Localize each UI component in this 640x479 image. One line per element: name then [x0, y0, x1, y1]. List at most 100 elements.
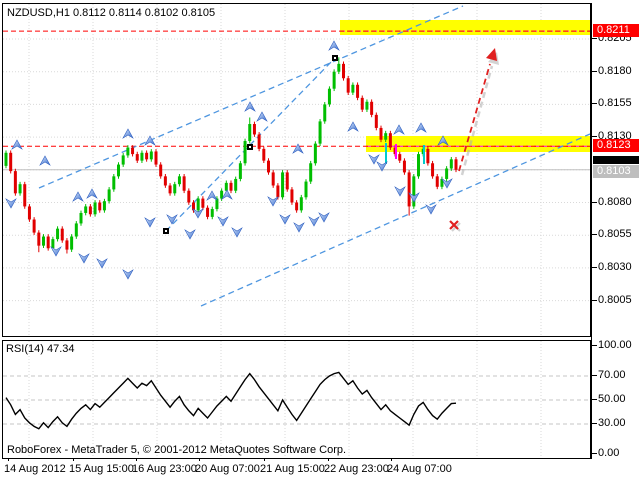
fractal-down-icon — [308, 216, 320, 227]
projection-arrow[interactable] — [458, 48, 499, 176]
fractal-down-icon — [122, 269, 134, 280]
axis-tick — [592, 375, 597, 376]
fractal-arrows — [5, 40, 453, 280]
rsi-tick-label: 50.00 — [598, 393, 626, 405]
time-tick — [328, 458, 329, 461]
x-marker[interactable] — [449, 220, 461, 232]
last-price-box — [593, 156, 639, 165]
time-tick-label: 14 Aug 2012 — [4, 463, 66, 475]
fractal-up-icon — [393, 124, 405, 135]
rsi-grid — [3, 341, 590, 458]
fractal-down-icon — [279, 214, 291, 225]
fractal-down-icon — [166, 214, 178, 225]
candles — [4, 57, 458, 254]
rsi-tick-label: 30.00 — [598, 417, 626, 429]
axis-tick — [592, 399, 597, 400]
fractal-up-icon — [72, 191, 84, 202]
axis-tick — [592, 234, 597, 236]
fractal-down-icon — [441, 178, 453, 189]
time-tick — [73, 458, 74, 461]
fractal-up-icon — [86, 188, 98, 199]
support-zone[interactable] — [366, 136, 590, 152]
main-chart-pane[interactable]: NZDUSD,H1 0.8112 0.8114 0.8102 0.8105 — [2, 3, 591, 337]
price-tick-label: 0.8080 — [598, 195, 632, 208]
axis-tick — [592, 136, 597, 138]
time-tick-label: 20 Aug 07:00 — [195, 463, 260, 475]
doji-bars — [385, 143, 425, 164]
fractal-down-icon — [231, 227, 243, 238]
rsi-tick-label: 100.00 — [598, 339, 632, 351]
fractal-up-icon — [11, 139, 23, 150]
fractal-up-icon — [415, 122, 427, 133]
rsi-indicator-pane[interactable]: RSI(14) 47.34 RoboForex - MetaTrader 5, … — [2, 340, 591, 459]
price-tick-label: 0.8130 — [598, 130, 632, 143]
axis-tick — [592, 70, 597, 72]
price-tick-label: 0.8030 — [598, 260, 632, 273]
fractal-up-icon — [256, 111, 268, 122]
price-axis[interactable]: 0.8205 0.8180 0.8155 0.8130 0.8080 0.8055 0.80… — [591, 0, 640, 479]
rsi-canvas[interactable] — [3, 341, 590, 458]
fractal-up-icon — [206, 190, 218, 201]
rsi-line — [5, 371, 457, 430]
time-tick — [264, 458, 265, 461]
axis-tick — [592, 266, 597, 268]
price-level-box: 0.8211 — [593, 24, 639, 38]
price-tick-label: 0.8005 — [598, 293, 632, 306]
fractal-down-icon — [267, 196, 279, 207]
fractal-up-icon — [437, 135, 449, 146]
fractal-up-icon — [221, 189, 233, 200]
fractal-down-icon — [293, 222, 305, 233]
channel-support[interactable] — [200, 133, 590, 307]
fractal-up-icon — [328, 40, 340, 51]
rsi-tick-label: 0.00 — [598, 447, 620, 459]
price-axis-line — [591, 3, 592, 459]
fractal-down-icon — [192, 208, 204, 219]
axis-tick — [592, 453, 597, 454]
axis-tick — [592, 201, 597, 203]
fractal-up-icon — [39, 155, 51, 166]
fractal-down-icon — [376, 161, 388, 172]
axis-tick — [592, 345, 597, 346]
fractal-down-icon — [425, 204, 437, 215]
time-tick-label: 22 Aug 23:00 — [324, 463, 389, 475]
channel-resistance[interactable] — [38, 5, 464, 189]
upper-target-zone[interactable] — [340, 20, 590, 35]
axis-tick — [592, 38, 597, 39]
axis-tick — [592, 299, 597, 301]
rsi-indicator-label: RSI(14) 47.34 — [6, 343, 75, 355]
price-chart-canvas[interactable] — [3, 4, 590, 336]
rsi-tick-label: 70.00 — [598, 369, 626, 381]
fractal-down-icon — [144, 217, 156, 228]
fractal-down-icon — [318, 212, 330, 223]
time-tick — [199, 458, 200, 461]
time-axis[interactable]: 14 Aug 2012 15 Aug 15:00 16 Aug 23:00 20 Au… — [2, 458, 638, 477]
fractal-down-icon — [50, 246, 62, 257]
time-tick-label: 16 Aug 23:00 — [132, 463, 197, 475]
time-tick — [391, 458, 392, 461]
fractal-up-icon — [144, 135, 156, 146]
axis-tick — [592, 423, 597, 424]
fractal-up-icon — [347, 121, 359, 132]
fractal-down-icon — [78, 253, 90, 264]
trendline-anchors[interactable] — [163, 55, 338, 234]
fractal-down-icon — [5, 198, 17, 209]
fractal-down-icon — [408, 192, 420, 203]
copyright-text: RoboForex - MetaTrader 5, © 2001-2012 Me… — [7, 444, 347, 456]
price-tick-label: 0.8180 — [598, 64, 632, 77]
fractal-up-icon — [244, 101, 256, 112]
fractal-down-icon — [217, 216, 229, 227]
price-tick-label: 0.8055 — [598, 228, 632, 241]
fractal-down-icon — [368, 154, 380, 165]
price-level-box: 0.8123 — [593, 139, 639, 153]
fractal-down-icon — [394, 186, 406, 197]
price-level-box: 0.8103 — [593, 165, 639, 179]
fractal-up-icon — [122, 128, 134, 139]
time-tick — [136, 458, 137, 461]
price-tick-label: 0.8155 — [598, 97, 632, 110]
symbol-ohlc-line: NZDUSD,H1 0.8112 0.8114 0.8102 0.8105 — [7, 7, 216, 19]
fractal-down-icon — [184, 229, 196, 240]
fractal-up-icon — [292, 143, 304, 154]
time-tick-label: 15 Aug 15:00 — [69, 463, 134, 475]
time-tick — [8, 458, 9, 461]
